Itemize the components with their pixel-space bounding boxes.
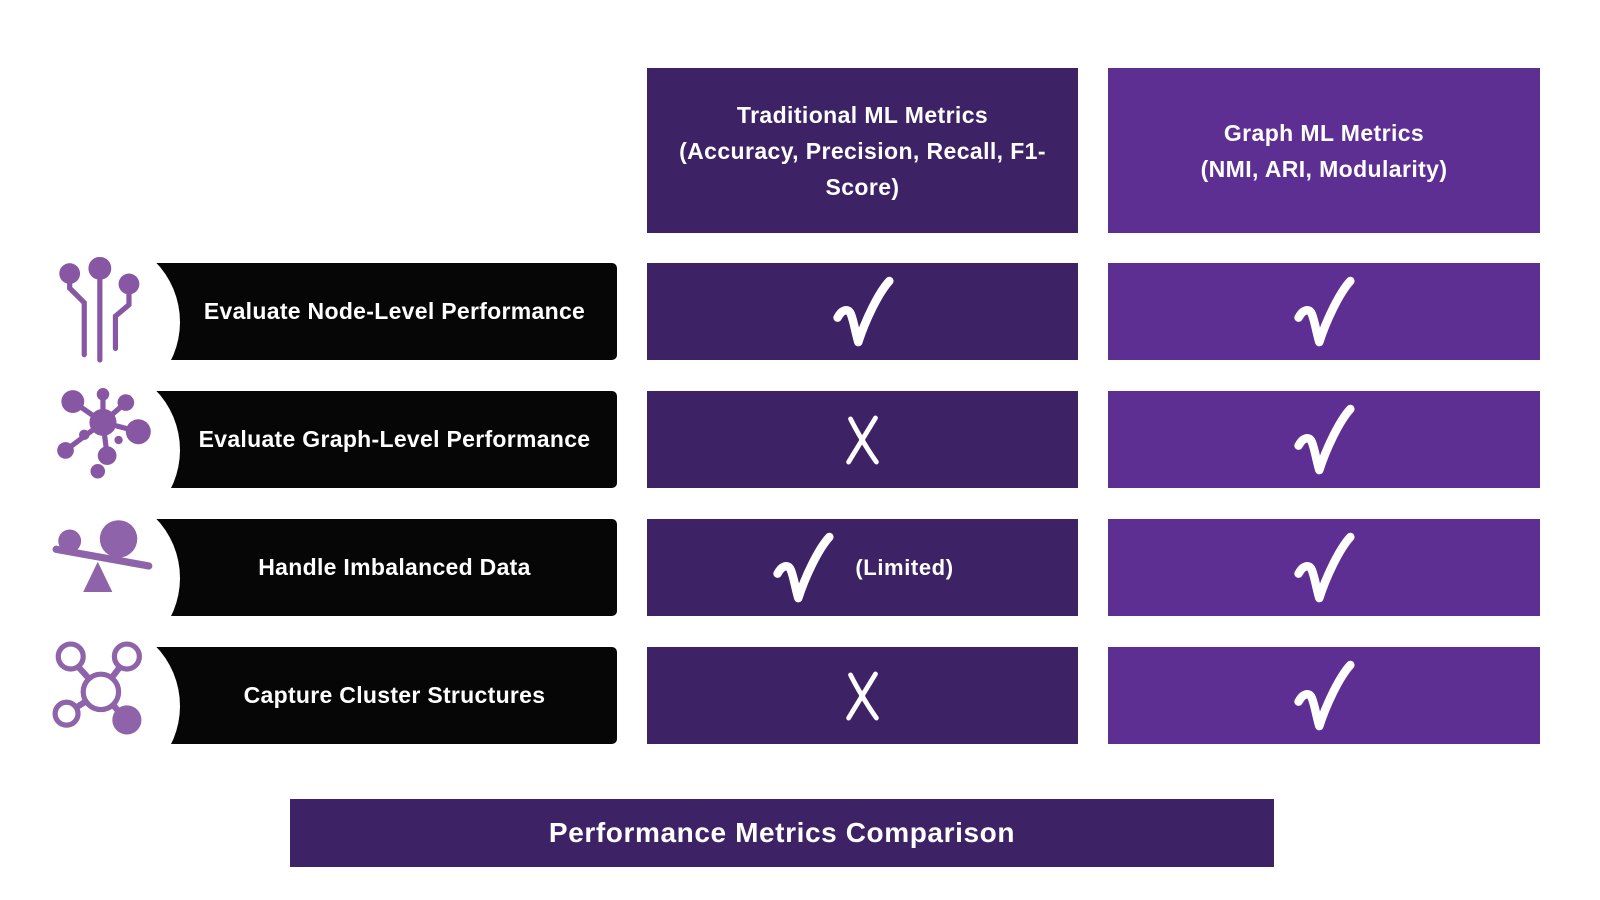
table-row: Evaluate Node-Level Performance xyxy=(0,236,1600,408)
cell-graph xyxy=(1108,647,1540,744)
imbalance-scale-icon xyxy=(52,513,156,621)
check-mark-icon xyxy=(1292,530,1356,606)
table-row: Evaluate Graph-Level Performance xyxy=(0,364,1600,536)
cross-mark-icon xyxy=(840,412,886,468)
row-label-bar: Handle Imbalanced Data xyxy=(100,519,617,616)
check-mark-icon xyxy=(1292,402,1356,478)
cell-traditional xyxy=(647,647,1078,744)
column-header-graph: Graph ML Metrics (NMI, ARI, Modularity) xyxy=(1108,68,1540,233)
node-level-icon xyxy=(52,256,156,365)
column-title: Traditional ML Metrics xyxy=(736,101,989,128)
cell-note: (Limited) xyxy=(855,554,954,580)
row-label: Handle Imbalanced Data xyxy=(258,554,531,580)
row-label: Evaluate Graph-Level Performance xyxy=(198,426,591,452)
cell-graph xyxy=(1108,519,1540,616)
row-label: Evaluate Node-Level Performance xyxy=(203,298,586,324)
row-label-bar: Evaluate Node-Level Performance xyxy=(100,263,617,360)
page-title: Performance Metrics Comparison xyxy=(548,817,1016,848)
table-row: Handle Imbalanced Data (Limited) xyxy=(0,492,1600,664)
graph-network-icon xyxy=(52,385,156,493)
check-mark-icon xyxy=(1292,658,1356,734)
column-subtitle: (Accuracy, Precision, Recall, F1-Score) xyxy=(679,137,1046,200)
cross-mark-icon xyxy=(840,668,886,724)
cell-graph xyxy=(1108,391,1540,488)
column-header-traditional: Traditional ML Metrics (Accuracy, Precis… xyxy=(647,68,1078,233)
footer-title-bar: Performance Metrics Comparison xyxy=(290,799,1274,867)
row-label-bar: Evaluate Graph-Level Performance xyxy=(100,391,617,488)
cell-graph xyxy=(1108,263,1540,360)
row-label: Capture Cluster Structures xyxy=(243,682,546,708)
check-mark-icon xyxy=(771,530,835,606)
column-title: Graph ML Metrics xyxy=(1223,119,1425,146)
check-mark-icon xyxy=(1292,274,1356,350)
column-subtitle: (NMI, ARI, Modularity) xyxy=(1200,155,1448,182)
check-mark-icon xyxy=(831,274,895,350)
cell-traditional xyxy=(647,391,1078,488)
table-row: Capture Cluster Structures xyxy=(0,620,1600,792)
row-label-bar: Capture Cluster Structures xyxy=(100,647,617,744)
cell-traditional xyxy=(647,263,1078,360)
cell-traditional: (Limited) xyxy=(647,519,1078,616)
cluster-structure-icon xyxy=(52,641,156,749)
